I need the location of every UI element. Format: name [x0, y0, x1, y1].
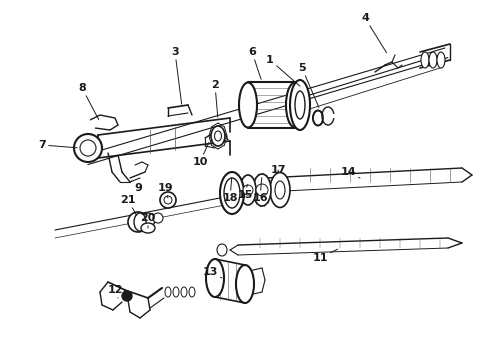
Circle shape — [243, 185, 253, 195]
Text: 7: 7 — [38, 140, 77, 150]
Circle shape — [164, 196, 172, 204]
Ellipse shape — [215, 131, 221, 141]
Circle shape — [122, 291, 132, 301]
Circle shape — [141, 213, 155, 227]
Ellipse shape — [270, 172, 290, 207]
Text: 10: 10 — [192, 143, 209, 167]
Text: 16: 16 — [252, 178, 268, 203]
Text: 20: 20 — [140, 213, 156, 228]
Text: 5: 5 — [298, 63, 319, 107]
Ellipse shape — [275, 181, 285, 199]
Circle shape — [74, 134, 102, 162]
Ellipse shape — [240, 175, 256, 205]
Text: 2: 2 — [211, 80, 219, 117]
Ellipse shape — [286, 82, 304, 127]
Text: 6: 6 — [248, 47, 261, 79]
Ellipse shape — [429, 52, 437, 68]
Text: 11: 11 — [312, 249, 338, 263]
Circle shape — [256, 184, 268, 196]
Ellipse shape — [437, 52, 445, 68]
Ellipse shape — [239, 82, 257, 127]
Circle shape — [160, 192, 176, 208]
Ellipse shape — [220, 172, 244, 214]
Ellipse shape — [253, 174, 271, 206]
Ellipse shape — [141, 223, 155, 233]
Ellipse shape — [421, 52, 429, 68]
Text: 21: 21 — [120, 195, 137, 216]
Circle shape — [128, 212, 148, 232]
Text: 18: 18 — [222, 178, 238, 203]
Ellipse shape — [236, 265, 254, 303]
Text: 13: 13 — [202, 267, 222, 278]
Ellipse shape — [173, 287, 179, 297]
Text: 15: 15 — [237, 185, 253, 200]
Ellipse shape — [295, 91, 305, 119]
Ellipse shape — [206, 259, 224, 297]
Text: 19: 19 — [157, 183, 173, 198]
Text: 12: 12 — [107, 285, 123, 298]
Ellipse shape — [224, 178, 240, 208]
Circle shape — [80, 140, 96, 156]
Text: 14: 14 — [340, 167, 360, 178]
Ellipse shape — [165, 287, 171, 297]
Ellipse shape — [134, 213, 146, 231]
Ellipse shape — [217, 244, 227, 256]
Text: 4: 4 — [361, 13, 387, 53]
Ellipse shape — [290, 80, 310, 130]
Ellipse shape — [211, 126, 225, 146]
Circle shape — [153, 213, 163, 223]
Ellipse shape — [313, 111, 323, 126]
Text: 3: 3 — [171, 47, 182, 104]
Text: 9: 9 — [132, 180, 142, 193]
Text: 17: 17 — [270, 165, 286, 175]
Ellipse shape — [189, 287, 195, 297]
Text: 1: 1 — [266, 55, 300, 86]
Text: 8: 8 — [78, 83, 98, 120]
Ellipse shape — [181, 287, 187, 297]
